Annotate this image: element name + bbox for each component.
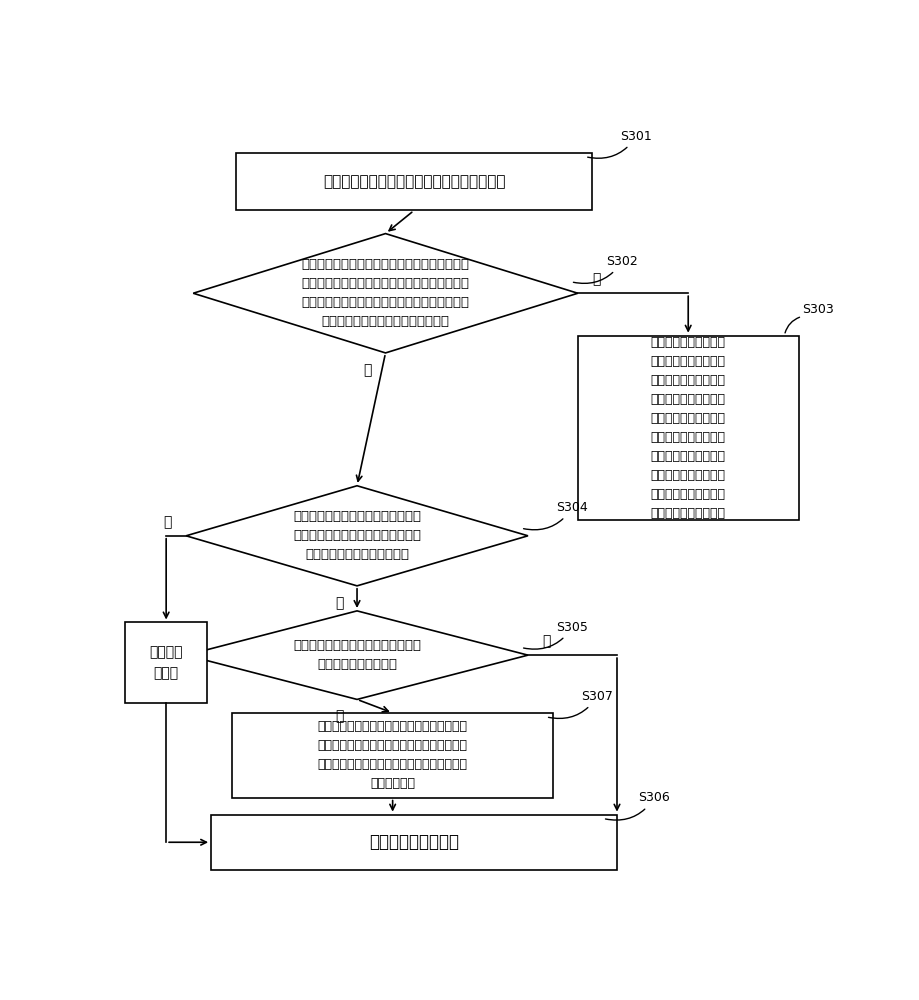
Text: 缓存当前的剩余容量是否大于或等于
所述数据占用的容量？: 缓存当前的剩余容量是否大于或等于 所述数据占用的容量？ [293, 639, 421, 671]
Polygon shape [193, 234, 578, 353]
Text: S307: S307 [549, 690, 613, 718]
Text: 数据第一次被调用的时间至当前被调
用的时间的时间间隔以内被调用的频
率是否大于或等于频率阈值？: 数据第一次被调用的时间至当前被调 用的时间的时间间隔以内被调用的频 率是否大于或… [293, 510, 421, 561]
Text: 将所述数据放入缓存: 将所述数据放入缓存 [369, 833, 459, 851]
Text: 是: 是 [335, 596, 344, 610]
Text: S305: S305 [524, 621, 588, 649]
Text: S306: S306 [606, 791, 670, 820]
Polygon shape [187, 611, 528, 699]
Text: 当数据当前被调用的时
间与第一次被调用的时
间之间的差值大于时间
预设值，且数据第一次
被调用的时间至当前被
调用的时间的时间间隔
以内被调用的频率小于
频率预: 当数据当前被调用的时 间与第一次被调用的时 间之间的差值大于时间 预设值，且数据… [651, 336, 726, 520]
Text: 否: 否 [164, 515, 172, 529]
Text: S304: S304 [524, 501, 588, 530]
Bar [125, 622, 207, 703]
Text: 按缓存中各个数据放入缓存的时间由早至晚的
排列顺序依次删除缓存中的数据，直至缓存当
前的剩余容量大于或等于所述数据占用的容量
时，停止删除: 按缓存中各个数据放入缓存的时间由早至晚的 排列顺序依次删除缓存中的数据，直至缓存… [318, 720, 468, 790]
Text: 否: 否 [335, 709, 344, 723]
Polygon shape [187, 486, 528, 586]
Text: S303: S303 [802, 303, 834, 316]
Text: 数据当前被调用的时间与第一次被调用的时间之
间的差值是否大于时间预设值，以及数据第一次
被调用的时间至当前被调用的时间的时间间隔以
内被调用的频率是否小于频率预: 数据当前被调用的时间与第一次被调用的时间之 间的差值是否大于时间预设值，以及数据… [301, 258, 470, 328]
Text: 否: 否 [364, 363, 372, 377]
Bar [233, 713, 553, 798]
Text: 数据不放
入缓存: 数据不放 入缓存 [150, 646, 183, 680]
Text: 是: 是 [592, 272, 600, 286]
Text: S302: S302 [573, 255, 638, 283]
Text: 记录数据被调用的次数和第一次被调用的时间: 记录数据被调用的次数和第一次被调用的时间 [323, 174, 505, 189]
Text: 是: 是 [542, 634, 550, 648]
Text: S301: S301 [587, 130, 652, 158]
Bar [578, 336, 799, 520]
Bar [236, 153, 592, 210]
Bar [211, 815, 617, 870]
